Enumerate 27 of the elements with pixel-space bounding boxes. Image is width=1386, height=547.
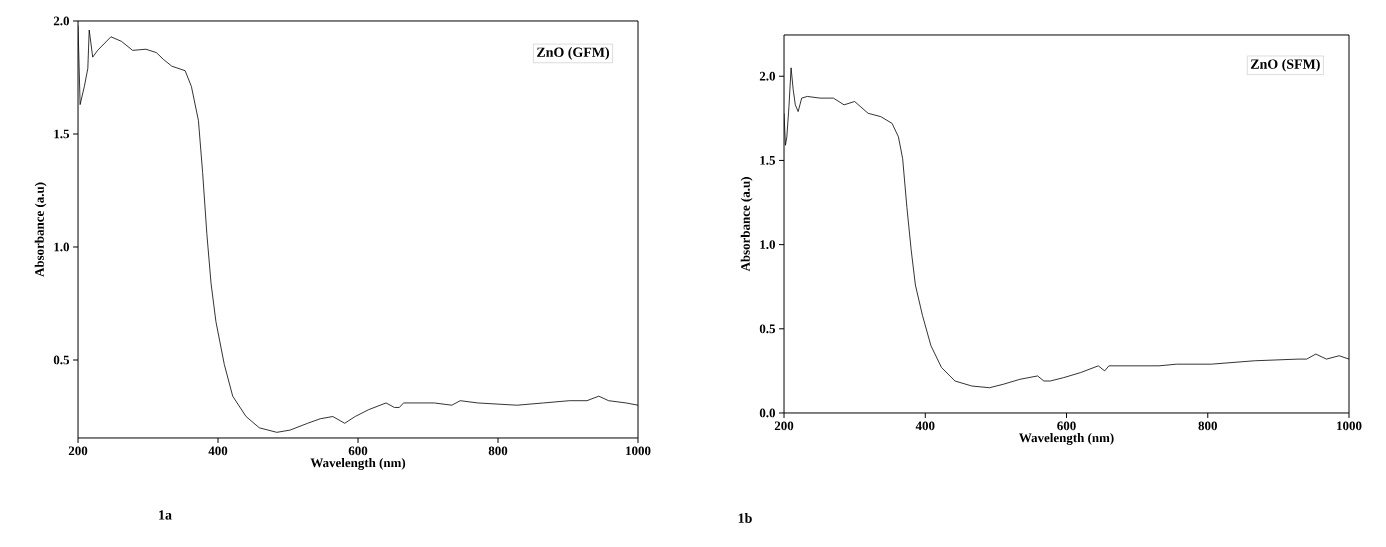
x-tick-label: 1000	[1337, 421, 1362, 431]
x-tick-label: 200	[68, 446, 88, 456]
text: ZnO (GFM)	[537, 47, 610, 60]
y-tick-label: 1.5	[760, 156, 776, 165]
x-axis-title: Wavelength (nm)	[310, 458, 406, 470]
x-tick-label: 200	[774, 421, 794, 431]
x-tick-label: 1000	[626, 446, 651, 456]
y-tick-label: 1.5	[54, 129, 70, 139]
x-tick-label: 600	[348, 446, 368, 456]
y-tick-label: 0.5	[759, 324, 776, 334]
text: 1a	[159, 510, 172, 520]
text: ZnO (SFM)	[1250, 58, 1320, 72]
x-tick-label: 800	[1198, 421, 1217, 431]
y-axis-title: Absorbance (a.u)	[740, 177, 753, 272]
y-tick-label: 2.0	[759, 71, 776, 81]
x-tick-label: 400	[915, 421, 935, 431]
y-tick-label: 1.0	[54, 242, 70, 252]
y-tick-label: 0.5	[53, 355, 70, 365]
x-tick-label: 800	[488, 446, 508, 456]
y-tick-label: 1.0	[760, 240, 776, 250]
x-axis-title: Wavelength (nm)	[1019, 433, 1114, 445]
y-tick-label: 2.0	[53, 16, 70, 26]
y-axis-title: Absorbance (a.u)	[34, 182, 47, 277]
text: 1b	[738, 513, 752, 523]
x-tick-label: 400	[208, 446, 228, 456]
x-tick-label: 600	[1057, 421, 1076, 431]
y-tick-label: 0.0	[759, 408, 776, 418]
